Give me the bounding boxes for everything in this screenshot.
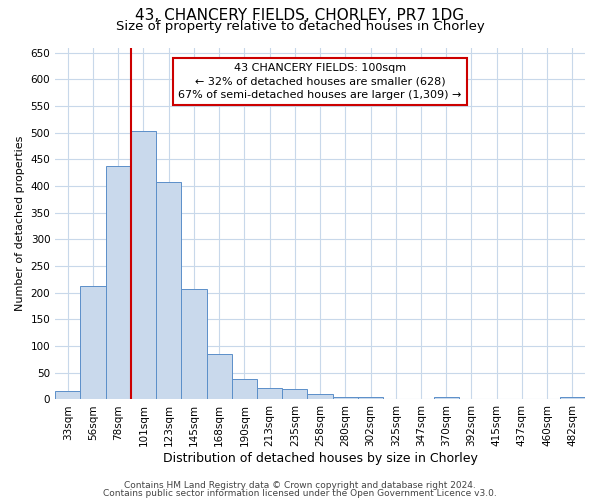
Bar — [55, 392, 80, 400]
Text: Size of property relative to detached houses in Chorley: Size of property relative to detached ho… — [116, 20, 484, 33]
Bar — [332, 397, 358, 400]
X-axis label: Distribution of detached houses by size in Chorley: Distribution of detached houses by size … — [163, 452, 478, 465]
Bar — [434, 397, 459, 400]
Bar — [80, 286, 106, 400]
Text: Contains HM Land Registry data © Crown copyright and database right 2024.: Contains HM Land Registry data © Crown c… — [124, 481, 476, 490]
Text: Contains public sector information licensed under the Open Government Licence v3: Contains public sector information licen… — [103, 488, 497, 498]
Y-axis label: Number of detached properties: Number of detached properties — [15, 136, 25, 311]
Bar — [131, 131, 156, 400]
Bar — [206, 354, 232, 400]
Bar — [257, 388, 282, 400]
Bar — [156, 182, 181, 400]
Bar — [106, 166, 131, 400]
Bar — [307, 394, 332, 400]
Bar — [358, 397, 383, 400]
Bar — [282, 389, 307, 400]
Bar — [232, 379, 257, 400]
Bar — [560, 397, 585, 400]
Text: 43 CHANCERY FIELDS: 100sqm
← 32% of detached houses are smaller (628)
67% of sem: 43 CHANCERY FIELDS: 100sqm ← 32% of deta… — [178, 64, 462, 100]
Bar — [181, 289, 206, 400]
Text: 43, CHANCERY FIELDS, CHORLEY, PR7 1DG: 43, CHANCERY FIELDS, CHORLEY, PR7 1DG — [136, 8, 464, 22]
